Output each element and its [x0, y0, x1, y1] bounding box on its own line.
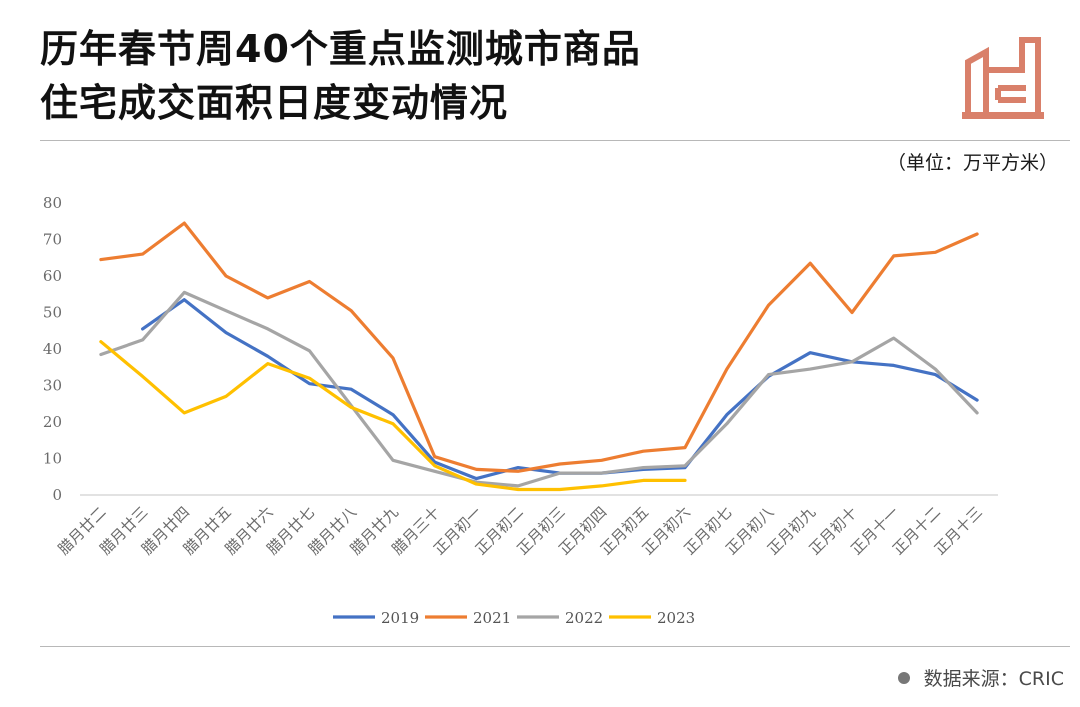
- bullet-dot-icon: [897, 671, 910, 684]
- y-tick-label: 0: [52, 486, 62, 504]
- legend-label-2019: 2019: [381, 609, 419, 627]
- legend-label-2022: 2022: [565, 609, 603, 627]
- y-tick-label: 10: [43, 450, 62, 468]
- unit-label: （单位：万平方米）: [886, 152, 1058, 174]
- series-line-2023: [99, 340, 687, 492]
- y-tick-label: 20: [43, 413, 62, 431]
- y-tick-label: 60: [43, 267, 62, 285]
- y-tick-label: 50: [43, 304, 62, 322]
- series-line-2021: [99, 221, 979, 473]
- legend-label-2021: 2021: [473, 609, 511, 627]
- footer-divider: [40, 646, 1070, 647]
- y-tick-label: 70: [43, 231, 62, 249]
- y-tick-label: 40: [43, 340, 62, 358]
- source-text: 数据来源：CRIC: [923, 668, 1064, 690]
- page-title: 历年春节周40个重点监测城市商品 住宅成交面积日度变动情况: [40, 22, 641, 130]
- title-line-2: 住宅成交面积日度变动情况: [40, 81, 509, 125]
- line-chart: 01020304050607080腊月廿二腊月廿三腊月廿四腊月廿五腊月廿六腊月廿…: [43, 194, 998, 627]
- title-line-1: 历年春节周40个重点监测城市商品: [40, 27, 641, 71]
- series-line-2019: [141, 298, 979, 481]
- source-note: 数据来源：CRIC: [897, 664, 1064, 691]
- header-divider: [40, 140, 1070, 141]
- factory-building-icon: [962, 37, 1044, 119]
- series-line-2022: [99, 290, 979, 488]
- y-tick-label: 80: [43, 194, 62, 212]
- legend-label-2023: 2023: [657, 609, 695, 627]
- y-tick-label: 30: [43, 377, 62, 395]
